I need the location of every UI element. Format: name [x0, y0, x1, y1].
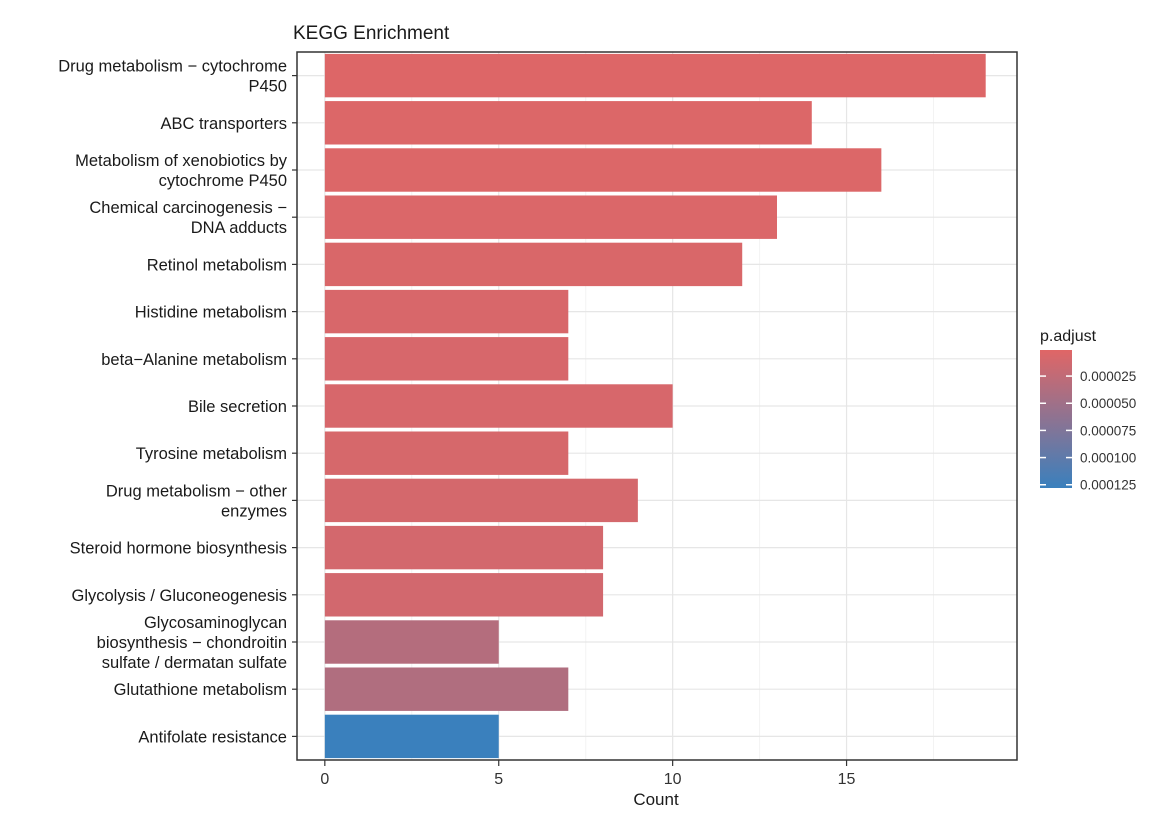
legend-tick-label-1: 0.000050 — [1080, 396, 1136, 411]
x-tick-label-5: 5 — [494, 771, 503, 788]
y-tick-label-line: DNA adducts — [191, 219, 287, 237]
y-tick-label-line: P450 — [248, 78, 287, 96]
y-tick-label-metabolism-of-xenobiotics-by-cytochrome-p450: Metabolism of xenobiotics by cytochrome P… — [75, 152, 288, 190]
bar-histidine-metabolism — [324, 289, 569, 334]
bar-chemical-carcinogenesis-dna-adducts — [324, 195, 777, 239]
legend-colorbar — [1040, 350, 1072, 488]
y-tick-label-line: Glycolysis / Gluconeogenesis — [71, 587, 287, 605]
y-tick-label-steroid-hormone-biosynthesis: Steroid hormone biosynthesis — [70, 540, 287, 558]
bar-drug-metabolism-cytochrome-p450 — [324, 53, 986, 98]
y-tick-label-beta-alanine-metabolism: beta−Alanine metabolism — [101, 351, 287, 369]
legend: p.adjust 0.000025 0.000050 0.000075 0.00010… — [1040, 328, 1136, 493]
y-axis-labels: Drug metabolism − cytochrome P450 ABC tran… — [58, 58, 297, 746]
bar-tyrosine-metabolism — [324, 431, 569, 475]
y-tick-label-chemical-carcinogenesis-dna-adducts: Chemical carcinogenesis − DNA adducts — [89, 199, 287, 237]
y-tick-label-drug-metabolism-cytochrome-p450: Drug metabolism − cytochrome P450 — [58, 58, 287, 96]
y-tick-label-retinol-metabolism: Retinol metabolism — [147, 256, 287, 274]
y-tick-label-line: Chemical carcinogenesis − — [89, 199, 287, 217]
y-tick-label-line: Retinol metabolism — [147, 256, 287, 274]
x-tick-label-0: 0 — [320, 771, 329, 788]
y-tick-label-antifolate-resistance: Antifolate resistance — [138, 728, 287, 746]
y-tick-label-line: Histidine metabolism — [135, 304, 287, 322]
y-tick-label-glycosaminoglycan-biosynthesis-chondroitin-sulfate-dermatan-sulfate: Glycosaminoglycan biosynthesis − chondroi… — [97, 614, 287, 672]
y-tick-label-line: enzymes — [221, 502, 287, 520]
bar-beta-alanine-metabolism — [324, 337, 569, 381]
bar-drug-metabolism-other-enzymes — [324, 478, 638, 523]
y-tick-label-line: Glutathione metabolism — [114, 681, 287, 699]
legend-tick-label-2: 0.000075 — [1080, 423, 1136, 438]
y-tick-label-line: Glycosaminoglycan — [144, 614, 287, 632]
y-tick-label-tyrosine-metabolism: Tyrosine metabolism — [136, 445, 287, 463]
y-tick-label-line: Metabolism of xenobiotics by — [75, 152, 288, 170]
y-tick-label-drug-metabolism-other-enzymes: Drug metabolism − other enzymes — [106, 482, 288, 520]
y-tick-label-line: Drug metabolism − other — [106, 482, 288, 500]
y-tick-label-line: Antifolate resistance — [138, 728, 287, 746]
bar-antifolate-resistance — [324, 714, 499, 759]
x-tick-label-15: 15 — [838, 771, 856, 788]
y-tick-label-histidine-metabolism: Histidine metabolism — [135, 304, 287, 322]
y-tick-label-line: Tyrosine metabolism — [136, 445, 287, 463]
bar-glycosaminoglycan-biosynthesis-chondroitin-sulfate-dermatan-sulfate — [324, 620, 499, 664]
bar-metabolism-of-xenobiotics-by-cytochrome-p450 — [324, 148, 882, 192]
y-tick-label-line: sulfate / dermatan sulfate — [102, 654, 287, 672]
y-tick-label-glycolysis-gluconeogenesis: Glycolysis / Gluconeogenesis — [71, 587, 287, 605]
y-tick-label-abc-transporters: ABC transporters — [160, 115, 287, 133]
y-tick-label-line: cytochrome P450 — [159, 172, 287, 190]
x-axis-title: Count — [633, 790, 679, 809]
y-tick-label-bile-secretion: Bile secretion — [188, 398, 287, 416]
x-tick-label-10: 10 — [664, 771, 682, 788]
x-axis: 0 5 10 15 — [320, 760, 856, 788]
legend-tick-label-4: 0.000125 — [1080, 478, 1136, 493]
y-tick-label-line: biosynthesis − chondroitin — [97, 634, 287, 652]
legend-tick-label-0: 0.000025 — [1080, 369, 1136, 384]
legend-tick-label-3: 0.000100 — [1080, 451, 1136, 466]
chart-title: KEGG Enrichment — [293, 23, 450, 44]
y-tick-label-line: beta−Alanine metabolism — [101, 351, 287, 369]
bar-bile-secretion — [324, 384, 673, 428]
bar-glutathione-metabolism — [324, 667, 569, 711]
y-tick-label-line: Bile secretion — [188, 398, 287, 416]
bar-retinol-metabolism — [324, 242, 743, 287]
bar-steroid-hormone-biosynthesis — [324, 525, 604, 570]
y-tick-label-line: ABC transporters — [160, 115, 287, 133]
y-tick-label-line: Drug metabolism − cytochrome — [58, 58, 287, 76]
bar-abc-transporters — [324, 101, 812, 145]
bar-glycolysis-gluconeogenesis — [324, 573, 604, 617]
y-tick-label-line: Steroid hormone biosynthesis — [70, 540, 287, 558]
legend-title: p.adjust — [1040, 328, 1097, 345]
bars-layer — [324, 53, 986, 759]
y-tick-label-glutathione-metabolism: Glutathione metabolism — [114, 681, 287, 699]
